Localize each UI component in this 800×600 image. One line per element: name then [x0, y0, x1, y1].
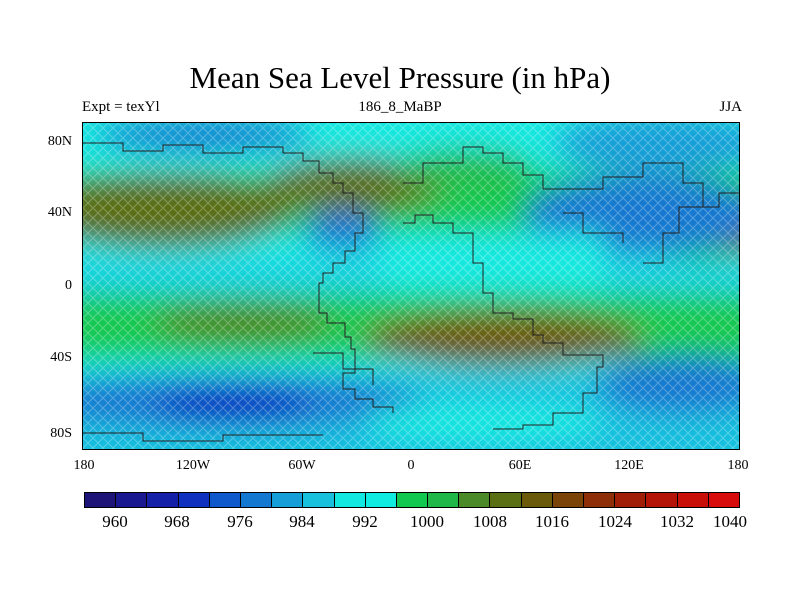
season-label: JJA [719, 99, 742, 115]
colorbar-swatch [677, 493, 709, 507]
colorbar-swatch [147, 493, 179, 507]
colorbar-swatch [365, 493, 397, 507]
colorbar-swatch [521, 493, 553, 507]
lon-tick-120w: 120W [175, 458, 211, 473]
page-title: Mean Sea Level Pressure (in hPa) [189, 60, 611, 95]
colorbar-label: 968 [164, 512, 190, 531]
colorbar-swatch [240, 493, 273, 507]
colorbar-swatch [334, 493, 366, 507]
lat-tick-40n: 40N [47, 205, 72, 220]
colorbar-swatch [116, 493, 148, 507]
lon-tick-180e: 180 [727, 458, 749, 473]
colorbar-swatch [396, 493, 429, 507]
lat-tick-80n: 80N [47, 134, 72, 149]
colorbar-swatch [178, 493, 210, 507]
colorbar-swatch [552, 493, 584, 507]
colorbar-label: 992 [352, 512, 378, 531]
coastlines [83, 142, 739, 442]
colorbar-swatch [303, 493, 335, 507]
colorbar-label: 1040 [713, 512, 747, 531]
colorbar-label: 960 [102, 512, 128, 531]
pressure-map [82, 122, 740, 450]
time-label: 186_8_MaBP [358, 99, 442, 115]
colorbar-swatch [272, 493, 304, 507]
lon-tick-180w: 180 [73, 458, 95, 473]
colorbar-swatch [209, 493, 241, 507]
colorbar-swatch [428, 493, 460, 507]
lat-tick-80s: 80S [50, 426, 72, 441]
lat-tick-40s: 40S [50, 350, 72, 365]
colorbar-swatch [490, 493, 522, 507]
colorbar-label: 1000 [410, 512, 444, 531]
colorbar-label: 1016 [535, 512, 569, 531]
colorbar-swatch [459, 493, 491, 507]
colorbar-label: 1032 [660, 512, 694, 531]
colorbar-swatch [584, 493, 616, 507]
colorbar-swatch [646, 493, 678, 507]
colorbar-label: 984 [289, 512, 315, 531]
colorbar-swatch [615, 493, 647, 507]
lat-tick-0: 0 [65, 278, 72, 293]
lon-tick-0: 0 [407, 458, 415, 473]
experiment-label: Expt = texYl [82, 99, 160, 115]
colorbar-swatch [708, 493, 739, 507]
colorbar-swatch [85, 493, 117, 507]
colorbar-label: 1008 [473, 512, 507, 531]
colorbar-label: 976 [227, 512, 253, 531]
lon-tick-120e: 120E [614, 458, 644, 473]
colorbar-label: 1024 [598, 512, 632, 531]
lon-tick-60w: 60W [288, 458, 316, 473]
colorbar [84, 492, 740, 508]
lon-tick-60e: 60E [508, 458, 532, 473]
